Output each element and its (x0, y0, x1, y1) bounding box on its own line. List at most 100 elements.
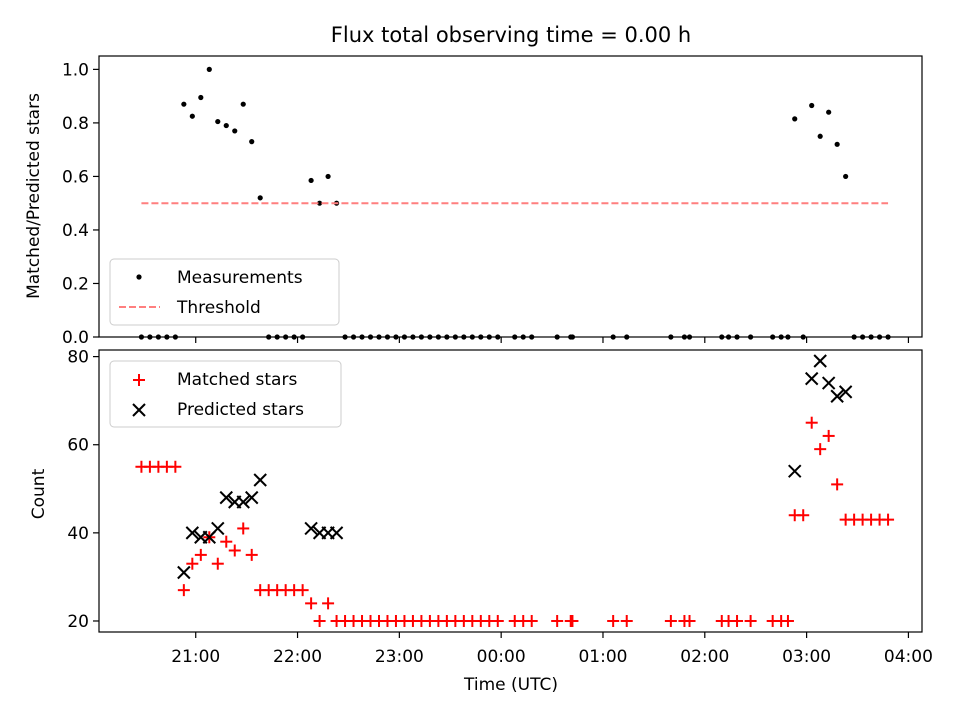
matched-star-point (731, 614, 744, 627)
matched-star-point (296, 584, 309, 597)
bottom-panel-marks (135, 354, 895, 627)
predicted-star-point (211, 521, 225, 536)
top-y-tick-label: 0.8 (62, 114, 89, 134)
bottom-legend: Matched stars Predicted stars (109, 360, 342, 428)
measurement-point (215, 118, 221, 125)
bottom-y-tick-label: 20 (67, 612, 89, 632)
matched-star-point (228, 544, 241, 557)
top-y-tick-label: 1.0 (62, 60, 89, 80)
predicted-star-point (804, 371, 819, 386)
measurement-point (834, 141, 840, 147)
measurement-point (249, 139, 255, 145)
matched-star-point (620, 614, 633, 627)
top-panel-frame (98, 55, 923, 338)
matched-star-point (664, 614, 677, 627)
matched-star-point (781, 614, 794, 627)
predicted-star-point (185, 526, 200, 540)
predicted-star-point (821, 376, 836, 390)
bottom-y-tick-label: 40 (67, 524, 89, 544)
bottom-y-tick-label: 80 (67, 348, 89, 368)
x-tick-label: 00:00 (477, 647, 526, 667)
measurement-point (223, 122, 229, 129)
bottom-panel-axes: 20 40 60 80 21:00 22:00 23:00 00:00 01:00 02:00 03… (67, 348, 933, 667)
matched-star-point (491, 614, 504, 627)
top-y-tick-label: 0.4 (62, 221, 89, 241)
top-y-tick-label: 0.6 (62, 167, 89, 187)
matched-star-point (169, 460, 182, 473)
x-tick-label: 01:00 (578, 647, 627, 667)
matched-star-point (814, 443, 827, 456)
legend-measurements-marker (136, 274, 142, 280)
matched-star-point (882, 513, 895, 526)
top-legend: Measurements Threshold (109, 258, 340, 326)
matched-star-point (177, 584, 190, 597)
predicted-star-point (838, 385, 853, 399)
measurement-point (189, 113, 195, 119)
chart-title: Flux total observing time = 0.00 h (331, 23, 691, 47)
predicted-star-point (236, 495, 250, 509)
matched-star-point (245, 548, 258, 561)
matched-star-point (211, 557, 224, 570)
x-tick-label: 21:00 (171, 647, 220, 667)
bottom-y-axis-label: Count (29, 468, 49, 519)
measurement-point (843, 173, 849, 180)
x-tick-label: 03:00 (782, 647, 831, 667)
predicted-star-point (813, 354, 827, 368)
legend-predicted-marker (132, 403, 146, 417)
bottom-y-tick-label: 60 (67, 436, 89, 456)
measurement-point (826, 109, 832, 115)
top-y-axis-label: Matched/Predicted stars (24, 93, 44, 299)
legend-measurements-label: Measurements (177, 268, 303, 288)
x-axis-label: Time (UTC) (463, 675, 558, 695)
top-y-tick-label: 0.0 (62, 328, 89, 348)
predicted-star-point (329, 526, 344, 540)
predicted-star-point (304, 521, 318, 536)
matched-star-point (220, 535, 233, 548)
predicted-star-point (245, 490, 259, 505)
matched-star-point (551, 614, 564, 627)
matched-star-point (322, 597, 335, 610)
matched-star-point (797, 509, 810, 522)
matched-star-point (822, 429, 835, 442)
measurement-point (232, 128, 238, 134)
matched-star-point (683, 614, 696, 627)
measurement-point (792, 116, 798, 122)
measurement-point (308, 177, 314, 184)
measurement-point (325, 173, 331, 180)
legend-predicted-label: Predicted stars (177, 400, 304, 420)
measurement-point (240, 101, 246, 107)
measurement-point (817, 133, 823, 139)
legend-matched-label: Matched stars (177, 370, 297, 390)
matched-star-point (305, 597, 318, 610)
predicted-star-point (830, 389, 844, 403)
x-tick-label: 02:00 (680, 647, 729, 667)
matched-star-point (566, 614, 579, 627)
x-tick-label: 23:00 (375, 647, 424, 667)
top-y-tick-label: 0.2 (62, 274, 89, 294)
measurement-point (206, 66, 212, 72)
x-tick-label: 22:00 (273, 647, 322, 667)
predicted-star-point (788, 464, 802, 478)
matched-star-point (607, 614, 620, 627)
matched-star-point (831, 478, 844, 491)
matched-star-point (805, 416, 818, 429)
matched-star-point (237, 522, 250, 535)
legend-threshold-label: Threshold (176, 298, 261, 318)
top-panel-marks (138, 66, 891, 340)
measurement-point (809, 102, 815, 109)
measurement-point (257, 195, 263, 201)
bottom-panel-frame (98, 349, 923, 633)
matched-star-point (186, 557, 199, 570)
measurement-point (181, 101, 187, 107)
matched-star-point (194, 548, 207, 561)
x-tick-label: 04:00 (884, 647, 933, 667)
matched-star-point (313, 614, 326, 627)
matched-star-point (744, 614, 757, 627)
measurement-point (316, 200, 323, 206)
top-panel-axes: 0.0 0.2 0.4 0.6 0.8 1.0 (62, 60, 910, 348)
predicted-star-point (219, 490, 233, 505)
measurement-point (198, 94, 204, 101)
predicted-star-point (253, 473, 267, 487)
predicted-star-point (177, 565, 191, 580)
